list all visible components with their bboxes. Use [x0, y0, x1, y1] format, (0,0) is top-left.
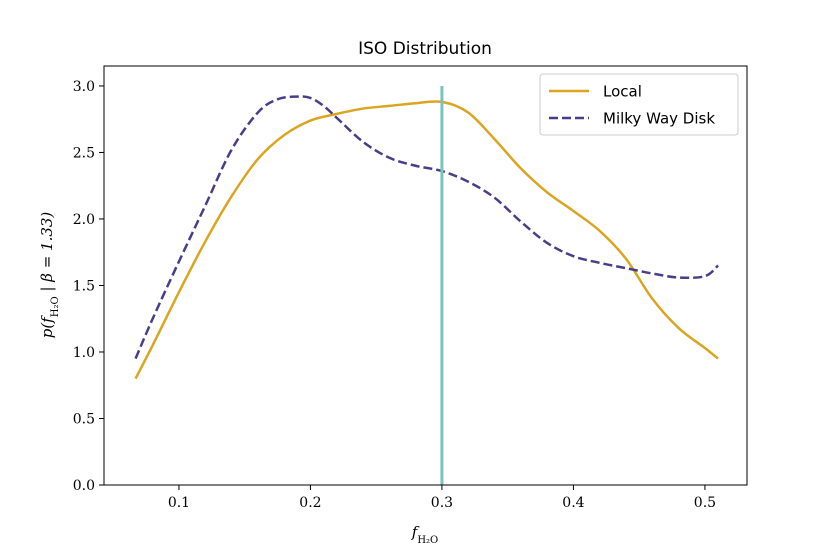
- x-tick-label: 0.5: [694, 495, 716, 511]
- plot-frame: [103, 65, 748, 486]
- x-axis-label: fH₂O: [411, 523, 439, 546]
- x-tick-label: 0.4: [562, 495, 584, 511]
- x-tick-label: 0.1: [168, 495, 190, 511]
- chart-title: ISO Distribution: [358, 39, 492, 59]
- series-line-milky-way-disk: [134, 95, 719, 360]
- y-tick-label: 0.5: [73, 411, 95, 427]
- legend-box: [539, 73, 739, 136]
- y-tick-label: 2.5: [73, 145, 95, 161]
- x-axis: 0.1 0.2 0.3 0.4 0.5: [168, 485, 716, 511]
- y-tick-label: 1.0: [73, 345, 95, 361]
- y-axis: 0.0 0.5 1.0 1.5 2.0 2.5 3.0: [73, 79, 104, 494]
- x-tick-label: 0.2: [299, 495, 321, 511]
- y-tick-label: 3.0: [73, 79, 95, 95]
- y-axis-label: p(fH₂O | β = 1.33): [38, 212, 61, 339]
- series-line-local: [134, 100, 719, 380]
- legend-label-local: Local: [603, 83, 642, 101]
- y-tick-label: 2.0: [73, 212, 95, 228]
- series-layer: [134, 95, 719, 380]
- y-tick-label: 1.5: [73, 278, 95, 294]
- x-tick-label: 0.3: [431, 495, 453, 511]
- plot-area: [104, 66, 747, 485]
- legend-label-milky-way-disk: Milky Way Disk: [603, 110, 715, 128]
- y-tick-label: 0.0: [73, 478, 95, 494]
- legend: Local Milky Way Disk: [539, 73, 739, 136]
